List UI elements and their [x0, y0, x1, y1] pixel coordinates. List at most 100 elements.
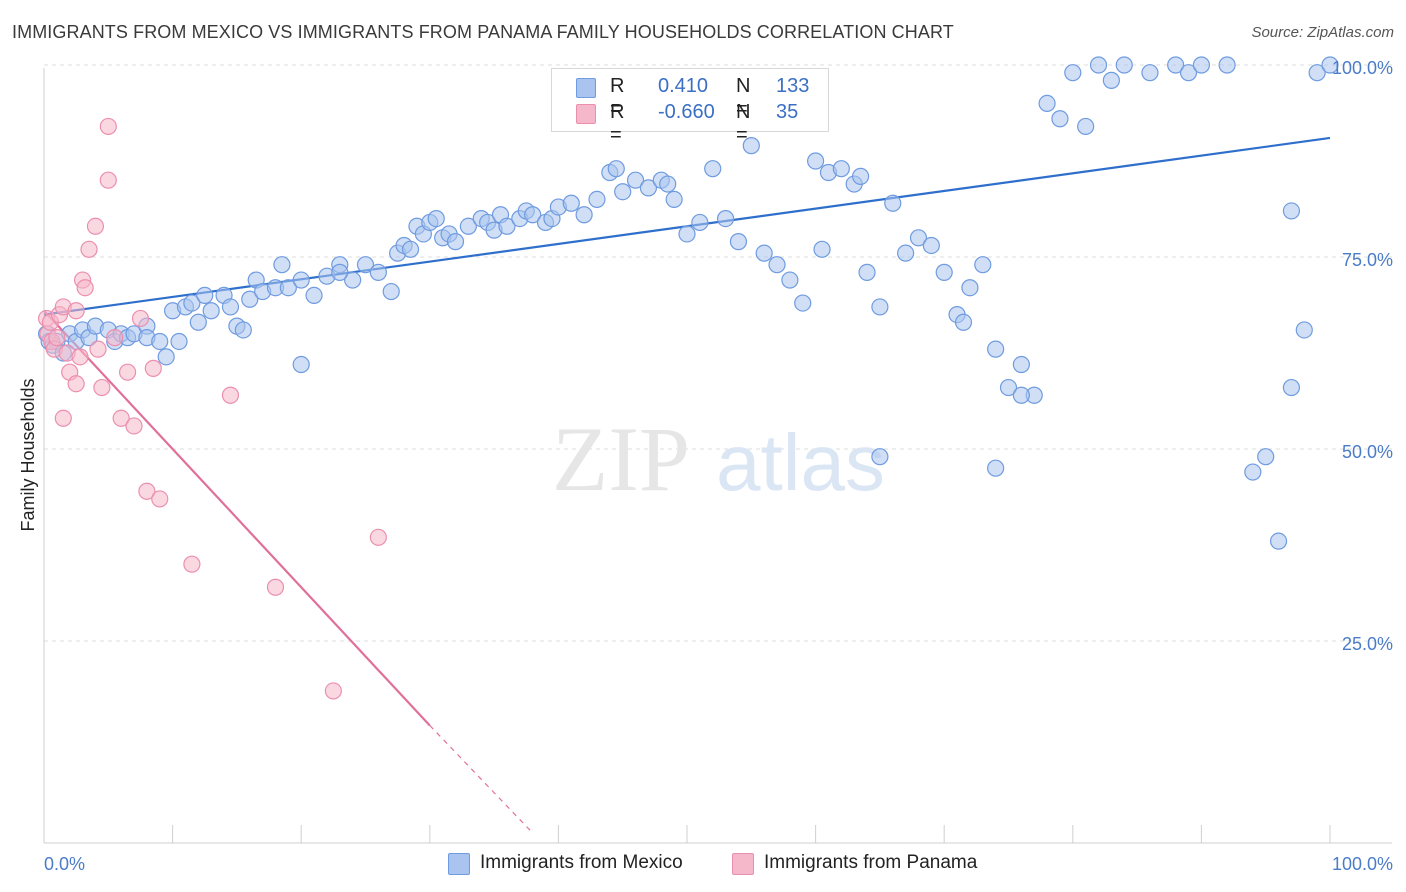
mexico-point [884, 194, 902, 212]
mexico-point [614, 183, 632, 201]
mexico-point [755, 244, 773, 262]
bottom-legend-label-mexico: Immigrants from Mexico [480, 852, 683, 873]
mexico-point [1257, 448, 1275, 466]
panama-point [151, 490, 169, 508]
mexico-point [852, 167, 870, 185]
mexico-point [1321, 56, 1339, 74]
mexico-point [241, 290, 259, 308]
mexico-point [305, 286, 323, 304]
mexico-point [1141, 64, 1159, 82]
axes [43, 68, 1392, 844]
mexico-point [459, 217, 477, 235]
x-tick-label: 0.0% [44, 854, 85, 874]
bottom-legend-swatch-mexico [448, 853, 470, 875]
mexico-point [781, 271, 799, 289]
mexico-point [1051, 110, 1069, 128]
mexico-point [871, 448, 889, 466]
legend-swatch-mexico [576, 78, 596, 98]
bottom-legend-swatch-panama [732, 853, 754, 875]
mexico-point [987, 459, 1005, 477]
mexico-point [1077, 117, 1095, 136]
mexico-point [202, 302, 220, 320]
mexico-point [344, 271, 362, 289]
panama-point [71, 348, 89, 366]
legend-n-label: N = [736, 75, 751, 120]
mexico-point [234, 321, 252, 339]
mexico-point [729, 233, 748, 251]
panama-point [54, 409, 72, 427]
mexico-point [1102, 71, 1120, 89]
mexico-point [170, 332, 188, 351]
panama-point [221, 386, 240, 404]
panama-point [369, 528, 387, 546]
mexico-point [742, 137, 760, 155]
mexico-point [588, 190, 606, 208]
y-tick-label: 25.0% [1342, 634, 1393, 654]
mexico-point [331, 263, 349, 281]
mexico-point [639, 179, 658, 197]
panama-point [80, 240, 98, 258]
panama-point [183, 555, 201, 573]
panama-point [93, 378, 111, 397]
mexico-point [356, 256, 375, 274]
mexico-point [987, 340, 1005, 358]
y-axis-label: Family Households [18, 378, 38, 531]
mexico-point [575, 206, 593, 224]
panama-point [86, 217, 105, 235]
mexico-point [871, 298, 889, 316]
mexico-point [427, 210, 445, 228]
mexico-point [1167, 56, 1185, 74]
mexico-point [151, 332, 169, 351]
panama-point [131, 309, 150, 328]
mexico-point [813, 240, 831, 258]
y-tick-label: 50.0% [1342, 442, 1393, 462]
mexico-point [974, 256, 992, 274]
mexico-point [562, 194, 580, 212]
mexico-point [935, 263, 953, 281]
mexico-point [768, 256, 786, 274]
legend-n-value-mexico: 133 [776, 75, 810, 97]
x-tick-label: 100.0% [1332, 854, 1393, 874]
mexico-point [382, 282, 400, 301]
legend-n-value-panama: 35 [776, 101, 799, 123]
mexico-point [1282, 378, 1301, 397]
mexico-point [1218, 56, 1236, 74]
source-label: Source: ZipAtlas.com [1251, 24, 1394, 41]
mexico-point [716, 210, 735, 228]
grid-lines [44, 64, 1392, 642]
mexico-point [1089, 56, 1108, 74]
mexico-point [659, 175, 677, 193]
mexico-point [999, 378, 1018, 397]
mexico-point [221, 298, 240, 316]
mexico-point [858, 263, 876, 281]
mexico-point [678, 225, 696, 243]
panama-point [324, 682, 342, 700]
mexico-point [665, 190, 683, 208]
mexico-point [806, 152, 825, 170]
panama-point [112, 409, 130, 427]
panama-point [67, 302, 85, 320]
y-tick-label: 75.0% [1342, 250, 1393, 270]
mexico-point [1308, 64, 1326, 82]
watermark-atlas: atlas [716, 418, 885, 507]
tick-labels: 25.0% 50.0% 75.0% 100.0% 0.0% 100.0% [44, 58, 1393, 874]
mexico-point [498, 217, 516, 235]
mexico-point [1012, 355, 1030, 374]
bottom-legend-label-panama: Immigrants from Panama [764, 852, 978, 873]
mexico-point [157, 348, 175, 366]
mexico-point [1295, 321, 1313, 339]
mexico-point [607, 160, 625, 178]
mexico-point [183, 294, 201, 312]
mexico-point [446, 233, 465, 251]
mexico-point [189, 313, 207, 331]
legend-r-value-mexico: 0.410 [658, 75, 709, 97]
chart-title: IMMIGRANTS FROM MEXICO VS IMMIGRANTS FRO… [12, 22, 954, 42]
panama-point [48, 329, 66, 347]
legend-r-label: R = [610, 75, 625, 120]
mexico-point [832, 160, 850, 178]
mexico-point [961, 279, 979, 297]
mexico-point [1064, 64, 1082, 82]
legend-swatch-panama [576, 104, 596, 124]
mexico-point [1038, 94, 1056, 113]
